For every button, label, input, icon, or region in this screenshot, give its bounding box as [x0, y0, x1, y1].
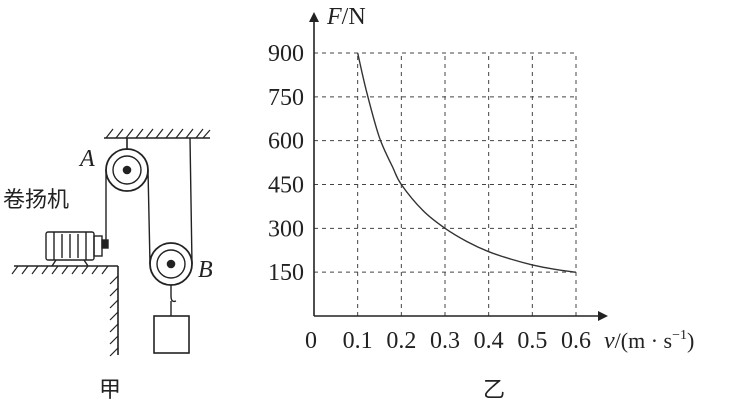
- x-axis-label-unit: /(m · s: [615, 328, 672, 353]
- x-tick-label-3: 0.4: [474, 328, 504, 354]
- winch-label: 卷扬机: [3, 188, 69, 213]
- y-axis-label: F/N: [326, 4, 366, 30]
- y-tick-label-2: 450: [268, 173, 304, 199]
- x-tick-label-2: 0.3: [430, 328, 460, 354]
- y-tick-label-1: 300: [268, 216, 304, 242]
- y-axis-label-var: F: [326, 4, 342, 30]
- pulley-a-label: A: [78, 146, 95, 172]
- caption-right: 乙: [483, 378, 505, 403]
- x-axis-label: v/(m · s−1): [604, 328, 694, 354]
- x-tick-label-4: 0.5: [517, 328, 547, 354]
- caption-left: 甲: [99, 378, 121, 403]
- x-axis-label-var: v: [604, 328, 615, 354]
- rope-a-to-b: [147, 169, 151, 265]
- pulley-b-label: B: [198, 257, 213, 283]
- chart-tick-labels: 0.1 0.2 0.3 0.4 0.5 0.6 150 300 450 600 750 900: [268, 41, 591, 354]
- x-tick-label-5: 0.6: [561, 328, 591, 354]
- origin-label: 0: [305, 328, 317, 354]
- winch-icon: [45, 231, 109, 267]
- rope-ceiling-to-b: [189, 137, 193, 265]
- y-tick-label-3: 600: [268, 129, 304, 155]
- ground-hatching: [11, 265, 119, 357]
- chart-grid: [314, 52, 577, 316]
- chart-axes: [309, 12, 608, 321]
- pulley-diagram: [11, 128, 211, 357]
- y-tick-label-4: 750: [268, 85, 304, 111]
- chart-series: [357, 52, 577, 273]
- pulley-a: [105, 148, 149, 192]
- chart: 0.1 0.2 0.3 0.4 0.5 0.6 150 300 450 600 750 900 0 F…: [268, 4, 694, 403]
- y-axis-arrow: [309, 12, 319, 22]
- y-axis-label-unit: /N: [342, 4, 366, 30]
- x-axis-arrow: [598, 311, 608, 321]
- y-tick-label-5: 900: [268, 41, 304, 67]
- y-tick-label-0: 150: [268, 260, 304, 286]
- x-tick-label-0: 0.1: [343, 328, 373, 354]
- series-line-0: [357, 52, 577, 273]
- x-axis-label-exp: −1: [672, 328, 687, 343]
- pulley-b: [149, 242, 193, 286]
- hook: [170, 285, 177, 303]
- x-tick-label-1: 0.2: [386, 328, 416, 354]
- ceiling-hatching: [105, 128, 211, 139]
- x-axis-label-close: ): [687, 328, 694, 353]
- weight-block: [153, 315, 190, 354]
